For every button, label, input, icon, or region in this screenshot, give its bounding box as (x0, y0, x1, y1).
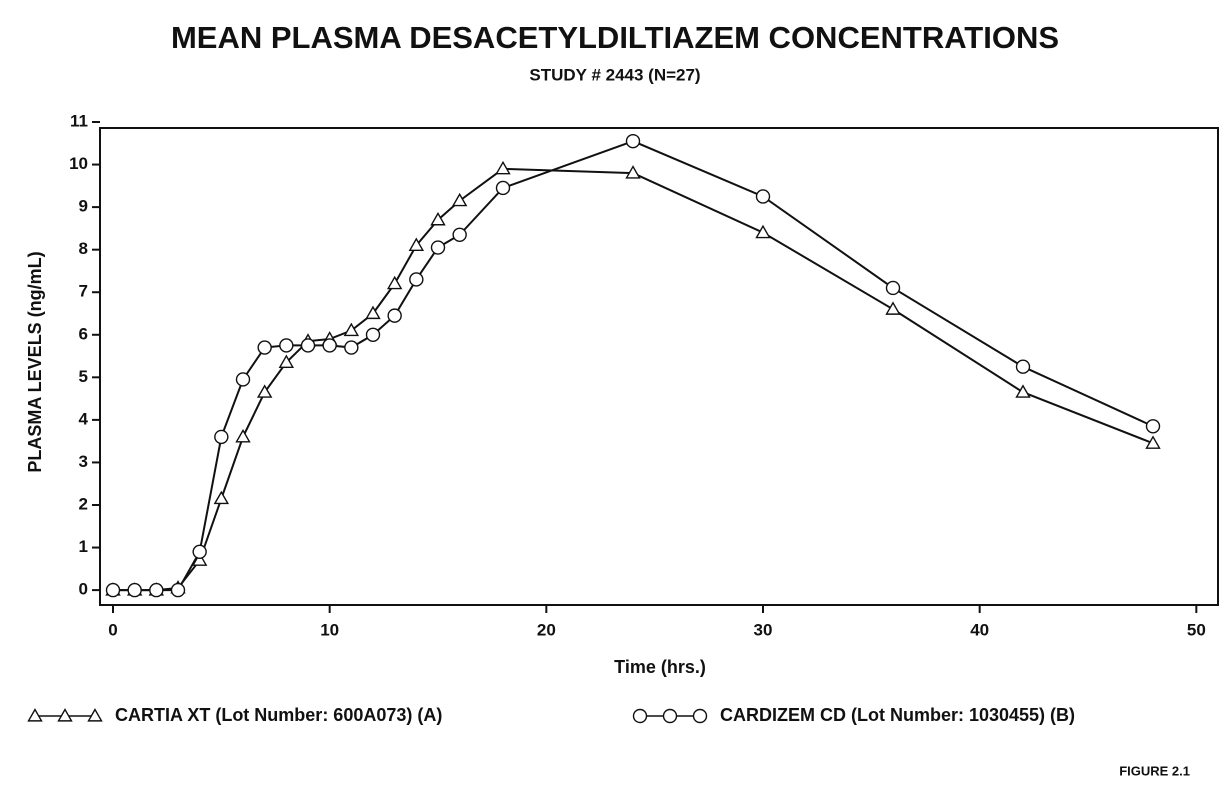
data-point (149, 582, 164, 598)
legend-marker (632, 708, 648, 724)
data-point (105, 582, 121, 598)
data-point (256, 384, 273, 398)
data-point (885, 280, 901, 296)
series-line (113, 140, 1154, 592)
data-point (300, 338, 316, 353)
legend-marker (87, 708, 103, 722)
data-point (322, 338, 337, 353)
x-tick-label: 10 (320, 620, 339, 639)
legend-marker (27, 708, 43, 722)
legend-label: CARTIA XT (Lot Number: 600A073) (A) (115, 705, 442, 725)
x-tick-label: 40 (970, 620, 989, 639)
data-point (495, 180, 511, 196)
data-point (625, 165, 641, 179)
y-tick-label: 2 (79, 494, 88, 513)
chart-title: MEAN PLASMA DESACETYLDILTIAZEM CONCENTRA… (171, 20, 1059, 55)
x-tick-label: 0 (108, 620, 117, 639)
legend-marker (57, 708, 73, 722)
data-point (235, 428, 251, 443)
data-point (755, 224, 771, 239)
data-point (1145, 435, 1161, 449)
legend-label: CARDIZEM CD (Lot Number: 1030455) (B) (720, 705, 1075, 725)
data-point (213, 490, 230, 505)
data-point (343, 322, 360, 337)
data-point (170, 582, 186, 598)
data-point (235, 372, 251, 387)
data-point (755, 189, 771, 204)
legend-marker (662, 708, 678, 724)
data-point (430, 211, 446, 226)
annotation: FIGURE 2.1 (1119, 763, 1190, 778)
data-point (409, 272, 424, 287)
data-point (192, 544, 207, 560)
data-point (214, 429, 229, 445)
plot-frame (99, 127, 1219, 606)
data-point (257, 340, 272, 355)
chart-subtitle: STUDY # 2443 (N=27) (529, 65, 700, 84)
data-point (430, 240, 446, 255)
data-point (495, 160, 511, 175)
y-tick-label: 5 (79, 367, 88, 386)
x-tick-label: 30 (754, 620, 773, 639)
y-tick-label: 0 (79, 580, 88, 599)
data-point (278, 354, 295, 369)
y-tick-label: 3 (79, 452, 88, 471)
x-tick-label: 50 (1187, 620, 1206, 639)
data-point (386, 275, 403, 290)
data-point (365, 305, 381, 320)
y-tick-label: 7 (79, 282, 88, 301)
data-point (451, 192, 468, 207)
y-axis-label: PLASMA LEVELS (ng/mL) (25, 251, 45, 472)
x-axis-label: Time (hrs.) (614, 657, 706, 677)
data-point (1015, 359, 1031, 374)
y-tick-label: 10 (69, 154, 88, 173)
data-point (1145, 419, 1161, 434)
y-tick-label: 4 (79, 409, 89, 428)
series-line (113, 167, 1154, 592)
y-tick-label: 11 (70, 111, 88, 130)
data-point (1015, 384, 1031, 398)
legend-marker (692, 708, 708, 724)
data-point (279, 338, 294, 353)
y-tick-label: 8 (79, 239, 88, 258)
y-tick-label: 9 (79, 197, 88, 216)
data-point (885, 301, 901, 315)
y-tick-label: 6 (79, 324, 88, 343)
y-tick-label: 1 (79, 537, 88, 556)
data-point (625, 133, 641, 149)
data-point (387, 308, 402, 323)
data-point (365, 327, 381, 342)
data-point (408, 237, 425, 251)
data-point (127, 582, 142, 598)
x-tick-label: 20 (537, 620, 556, 639)
data-point (344, 340, 359, 355)
data-point (452, 227, 467, 242)
